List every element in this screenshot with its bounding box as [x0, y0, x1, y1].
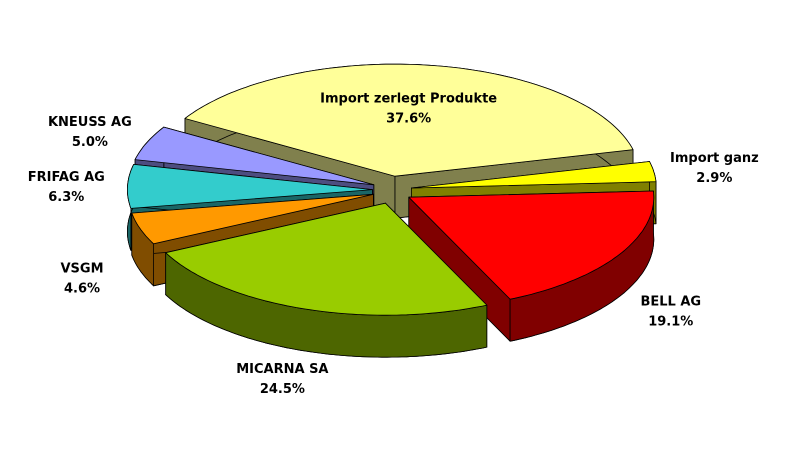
- slice-value-label: 4.6%: [64, 281, 100, 296]
- slice-label: Import ganz: [670, 151, 759, 166]
- slice: [165, 202, 488, 358]
- slice-top: [131, 193, 374, 245]
- slice-top: [165, 202, 488, 316]
- slice-label: KNEUSS AG: [48, 115, 132, 130]
- slice-label: BELL AG: [640, 295, 701, 310]
- slice-value-label: 24.5%: [260, 382, 305, 397]
- slice-label: VSGM: [61, 261, 104, 276]
- slice-value-label: 5.0%: [72, 135, 108, 150]
- slice-top: [134, 126, 375, 186]
- slice-label: MICARNA SA: [236, 362, 328, 377]
- slice-value-label: 6.3%: [48, 190, 84, 205]
- slice-value-label: 2.9%: [696, 171, 732, 186]
- slice-top: [127, 164, 373, 209]
- slice-label: FRIFAG AG: [28, 170, 105, 185]
- slice-top: [411, 161, 657, 189]
- slice-value-label: 37.6%: [386, 111, 431, 126]
- slice-top: [408, 190, 655, 300]
- slice-label: Import zerlegt Produkte: [320, 91, 497, 106]
- slice-value-label: 19.1%: [648, 315, 693, 330]
- slice-top: [184, 63, 634, 177]
